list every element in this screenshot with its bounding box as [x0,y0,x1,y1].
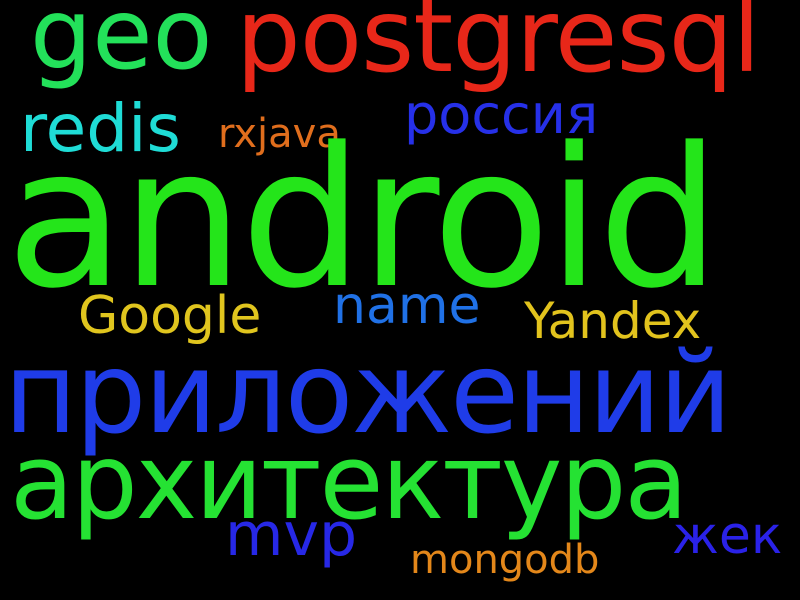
word-arkhitektura: архитектура [10,421,688,543]
word-yandex: Yandex [524,292,702,350]
word-google: Google [78,286,262,346]
word-russia: россия [404,83,599,146]
word-mvp: mvp [225,500,358,570]
word-postgresql: postgresql [236,0,761,96]
word-android: android [6,106,720,331]
word-name: name [333,276,481,336]
word-redis: redis [20,90,181,167]
word-geo: geo [30,0,213,92]
word-prilozheniy: приложений [4,329,732,459]
word-zhek: жек [672,506,783,566]
word-rxjava: rxjava [218,111,341,157]
word-mongodb: mongodb [410,537,600,583]
